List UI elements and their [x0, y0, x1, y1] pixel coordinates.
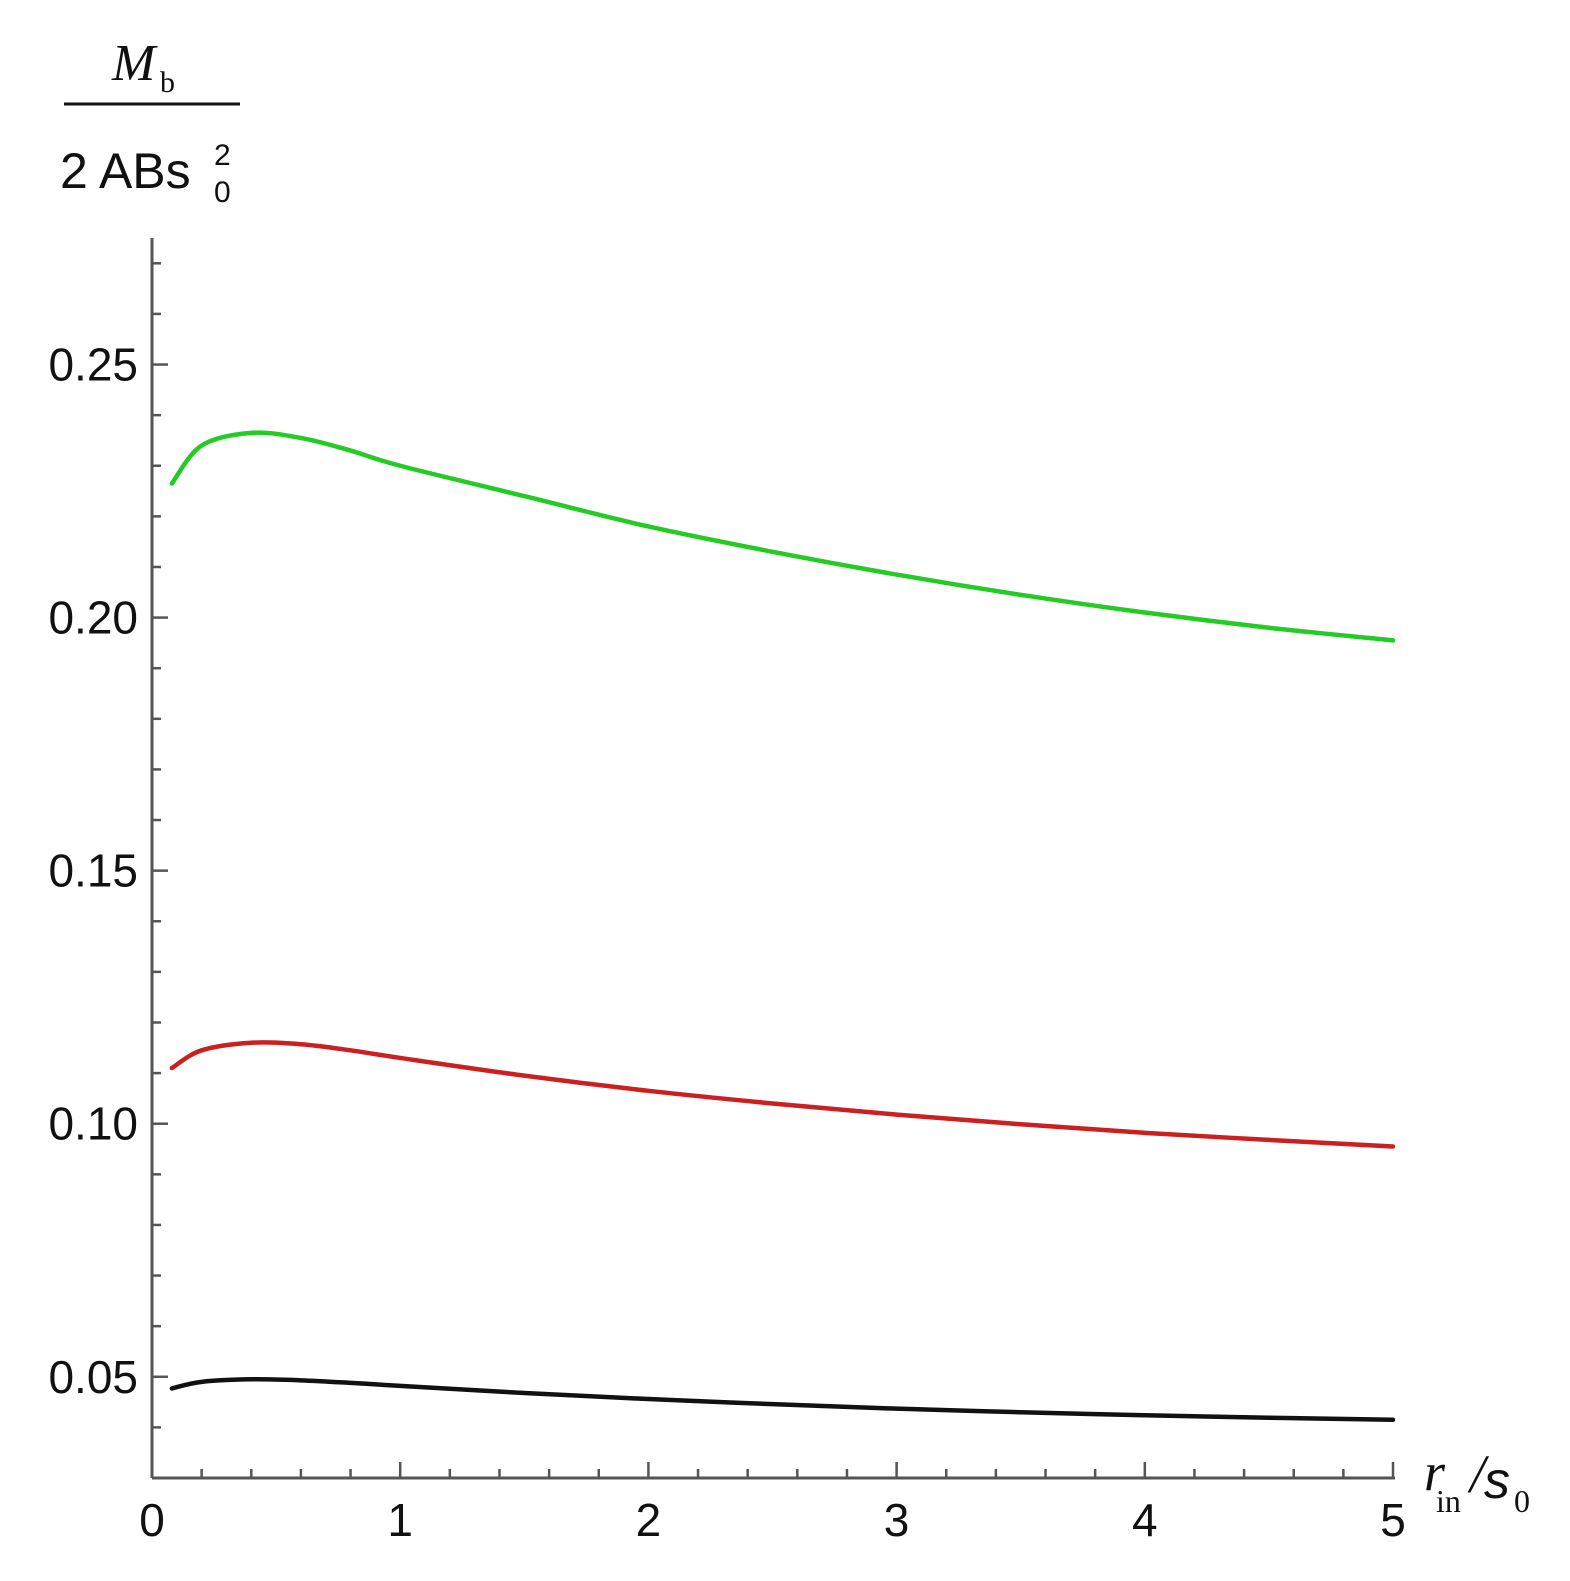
y-axis-label: M b 2 ABs 2 0	[60, 35, 240, 209]
xlabel-s-subscript: 0	[1514, 1483, 1530, 1519]
x-axis-label: r in / s 0	[1424, 1442, 1530, 1519]
ylabel-denominator: 2 ABs	[60, 143, 191, 199]
y-tick-label: 0.15	[48, 845, 138, 897]
xlabel-s: s	[1484, 1452, 1510, 1510]
ylabel-denominator-superscript: 2	[214, 139, 231, 172]
ylabel-numerator: M	[111, 35, 158, 92]
xlabel-r-subscript: in	[1436, 1483, 1461, 1519]
x-tick-label: 4	[1132, 1494, 1158, 1546]
series-line-2	[169, 1040, 1396, 1149]
series-line-3	[169, 1377, 1396, 1423]
x-tick-label: 1	[387, 1494, 413, 1546]
x-axis-ticks	[150, 1462, 1395, 1478]
xlabel-slash: /	[1467, 1444, 1490, 1504]
x-tick-label: 2	[636, 1494, 662, 1546]
series-line-1	[169, 430, 1396, 643]
y-axis-ticks	[152, 262, 168, 1480]
x-tick-label: 3	[884, 1494, 910, 1546]
y-tick-label: 0.20	[48, 592, 138, 644]
y-tick-label: 0.05	[48, 1351, 138, 1403]
xlabel-r: r	[1424, 1442, 1446, 1502]
y-axis-tick-labels: 0.05 0.10 0.15 0.20 0.25	[48, 339, 138, 1403]
x-axis-tick-labels: 0 1 2 3 4 5	[139, 1494, 1406, 1546]
x-tick-label: 5	[1380, 1494, 1406, 1546]
y-tick-label: 0.10	[48, 1098, 138, 1150]
ylabel-denominator-subscript: 0	[214, 176, 231, 209]
y-tick-label: 0.25	[48, 339, 138, 391]
ylabel-numerator-subscript: b	[160, 66, 175, 99]
series-lines	[169, 430, 1396, 1423]
x-tick-label: 0	[139, 1494, 165, 1546]
